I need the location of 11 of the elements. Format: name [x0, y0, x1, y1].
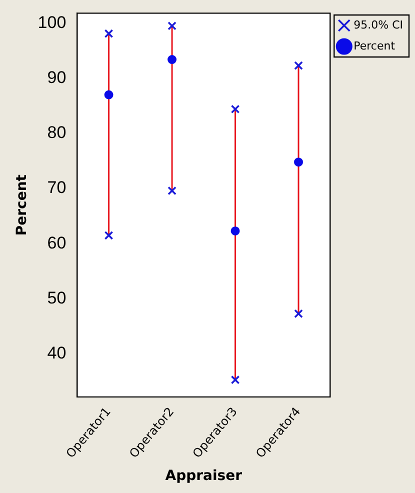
legend-label: Percent — [354, 39, 396, 52]
y-axis-title: Percent — [14, 174, 30, 236]
y-tick-label: 40 — [47, 344, 66, 363]
y-tick-label: 100 — [38, 12, 66, 32]
y-tick-label: 50 — [47, 288, 66, 308]
y-tick-label: 80 — [47, 123, 66, 142]
y-tick-label: 90 — [47, 68, 66, 87]
y-tick-label: 60 — [47, 233, 66, 252]
legend-label: 95.0% CI — [354, 18, 404, 32]
x-axis-title: Appraiser — [165, 468, 242, 484]
y-tick-label: 70 — [47, 178, 66, 198]
